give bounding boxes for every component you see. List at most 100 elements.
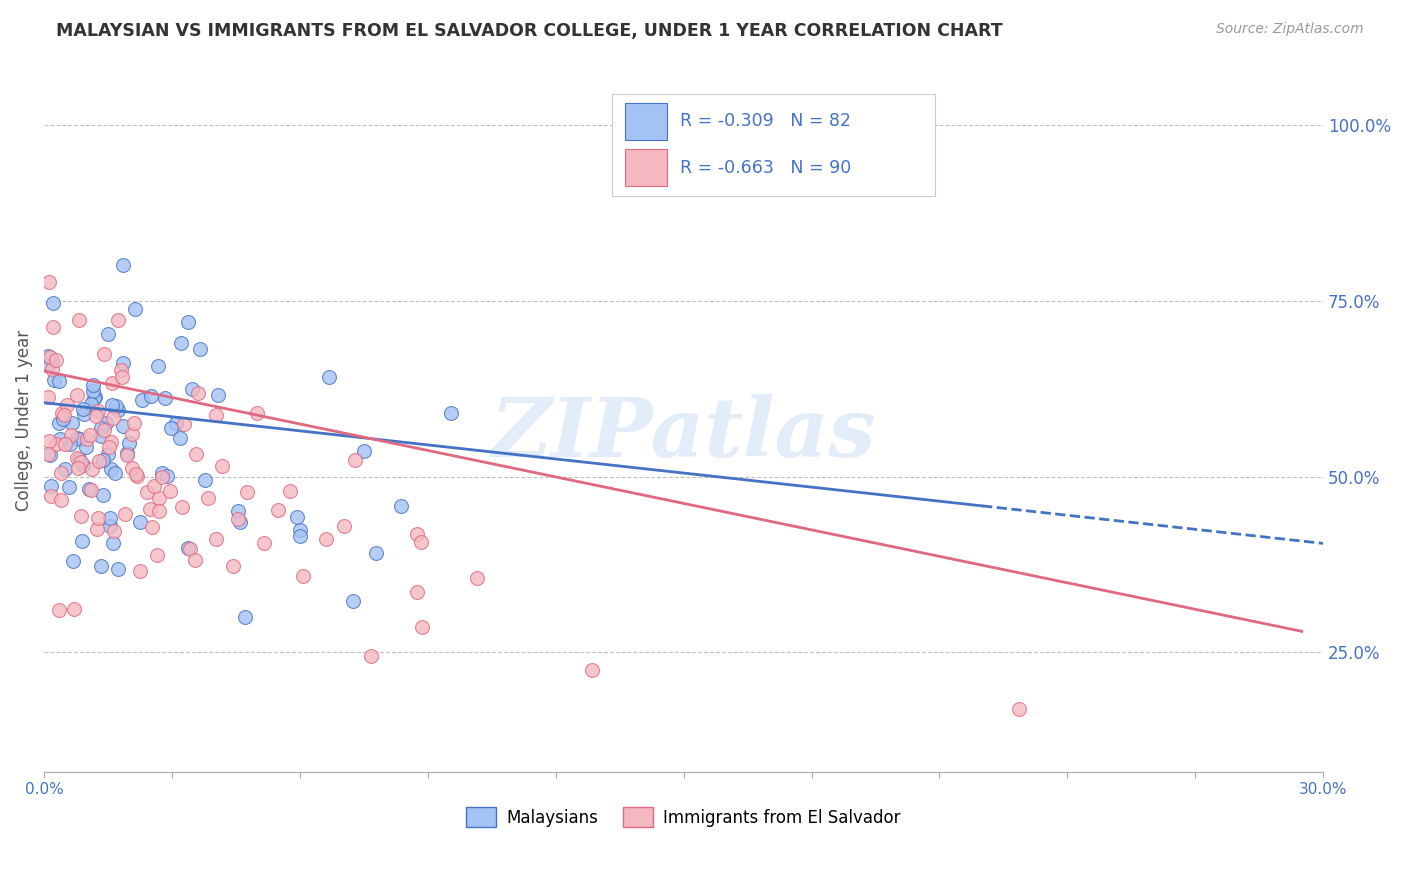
Point — [1008, 702, 1031, 716]
Point — [124, 302, 146, 317]
Point — [67, 313, 90, 327]
Point — [53, 462, 76, 476]
Point — [141, 389, 163, 403]
Point — [48, 603, 70, 617]
Point — [100, 434, 122, 449]
Point — [136, 485, 159, 500]
Point — [141, 520, 163, 534]
Point — [91, 453, 114, 467]
Point — [121, 427, 143, 442]
Point — [56, 399, 79, 413]
Point — [90, 421, 112, 435]
Point — [48, 416, 70, 430]
Point — [42, 319, 65, 334]
Point — [93, 488, 115, 502]
Point — [79, 428, 101, 442]
Point — [97, 326, 120, 341]
Point — [290, 523, 312, 537]
Point — [39, 350, 62, 364]
Point — [389, 500, 412, 514]
Point — [173, 417, 195, 432]
Point — [315, 533, 337, 547]
Point — [159, 483, 181, 498]
Point — [150, 466, 173, 480]
Legend: Malaysians, Immigrants from El Salvador: Malaysians, Immigrants from El Salvador — [460, 800, 907, 834]
Point — [409, 535, 432, 549]
Point — [98, 518, 121, 533]
Point — [285, 509, 308, 524]
Point — [121, 461, 143, 475]
Point — [118, 436, 141, 450]
Text: ZIPatlas: ZIPatlas — [491, 394, 876, 475]
Point — [70, 455, 93, 469]
Point — [44, 373, 66, 387]
Point — [155, 468, 177, 483]
Point — [83, 392, 105, 406]
Point — [267, 503, 290, 517]
Point — [179, 542, 201, 557]
Point — [172, 500, 194, 515]
Point — [152, 470, 174, 484]
Text: R = -0.309   N = 82: R = -0.309 N = 82 — [679, 112, 851, 130]
Point — [148, 504, 170, 518]
Point — [41, 479, 63, 493]
Point — [342, 594, 364, 608]
Point — [60, 428, 83, 442]
Point — [411, 620, 433, 634]
Point — [60, 416, 83, 430]
Point — [51, 406, 73, 420]
Point — [170, 336, 193, 351]
Point — [115, 448, 138, 462]
Point — [41, 362, 63, 376]
Point — [205, 408, 228, 422]
Point — [142, 479, 165, 493]
Point — [100, 376, 122, 390]
Point — [131, 392, 153, 407]
Point — [112, 356, 135, 370]
Bar — [624, 149, 666, 186]
Point — [45, 437, 67, 451]
Point — [406, 585, 429, 599]
Point — [39, 449, 62, 463]
Point — [53, 437, 76, 451]
Text: R = -0.663   N = 90: R = -0.663 N = 90 — [679, 159, 851, 177]
Point — [103, 524, 125, 538]
Point — [107, 402, 129, 417]
Point — [103, 535, 125, 549]
Point — [155, 391, 177, 405]
Point — [177, 315, 200, 329]
Point — [75, 440, 97, 454]
Point — [146, 549, 169, 563]
Point — [278, 484, 301, 499]
Point — [82, 384, 104, 398]
Point — [70, 508, 93, 523]
Point — [97, 447, 120, 461]
Point — [58, 479, 80, 493]
Point — [169, 431, 191, 445]
Point — [53, 408, 76, 422]
Point — [197, 491, 219, 505]
Point — [125, 467, 148, 482]
Text: Source: ZipAtlas.com: Source: ZipAtlas.com — [1216, 22, 1364, 37]
Point — [128, 564, 150, 578]
Point — [177, 541, 200, 556]
Point — [111, 369, 134, 384]
Point — [76, 432, 98, 446]
Point — [110, 363, 132, 377]
Point — [87, 511, 110, 525]
Point — [344, 452, 367, 467]
Point — [115, 446, 138, 460]
Point — [72, 402, 94, 417]
Point — [107, 313, 129, 327]
Point — [360, 649, 382, 664]
Point — [90, 429, 112, 443]
Point — [440, 406, 463, 420]
Point — [581, 663, 603, 677]
Point — [73, 407, 96, 421]
Point — [48, 374, 70, 388]
Point — [211, 459, 233, 474]
Point — [86, 522, 108, 536]
Point — [353, 444, 375, 458]
Bar — [624, 103, 666, 140]
Point — [77, 482, 100, 496]
